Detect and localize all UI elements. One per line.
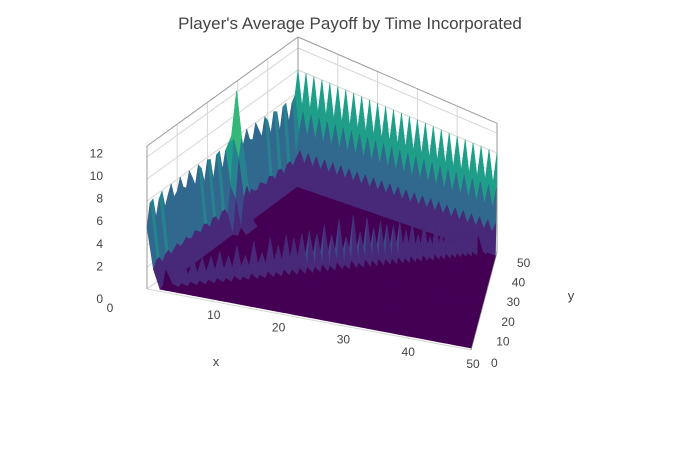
surface-plot [146,69,498,349]
y-tick-label: 40 [512,276,526,290]
z-tick-label: 6 [96,214,103,228]
y-axis-title: y [568,288,575,303]
grid-line-z-left [146,91,299,202]
grid-line-z-back [297,69,498,154]
x-axis-title: x [213,354,220,369]
x-tick-label: 10 [207,308,221,322]
y-tick-label: 10 [496,334,510,348]
y-tick-label: 50 [517,256,531,270]
axis-edge [297,36,498,124]
x-tick-label: 30 [337,333,351,347]
z-tick-label: 12 [90,146,104,160]
y-tick-label: 30 [507,295,521,309]
z-tick-label: 8 [96,192,103,206]
axis-edge [146,36,299,147]
surface-cell [464,344,472,349]
grid-line-z-left [146,69,299,180]
z-tick-label: 2 [96,259,103,273]
z-tick-label: 10 [90,169,104,183]
z-tick-label: 0 [96,292,103,306]
x-tick-label: 50 [466,357,480,371]
z-tick-label: 4 [96,237,103,251]
x-axis-zero-label: 0 [107,301,114,315]
axis-ticks: 10 20 30 40 50 0 10 20 30 40 50 0 2 4 6 8 10 12 [90,146,531,371]
x-tick-label: 40 [402,345,416,359]
grid-line-z-left [146,47,299,158]
grid-line-z-back [297,47,498,134]
chart-title: Player's Average Payoff by Time Incorpor… [178,14,522,33]
grid-line-y-floor [146,288,472,351]
y-tick-label: 0 [491,356,498,370]
axis-edge [470,251,498,351]
y-tick-label: 20 [501,315,515,329]
x-tick-label: 20 [272,320,286,334]
